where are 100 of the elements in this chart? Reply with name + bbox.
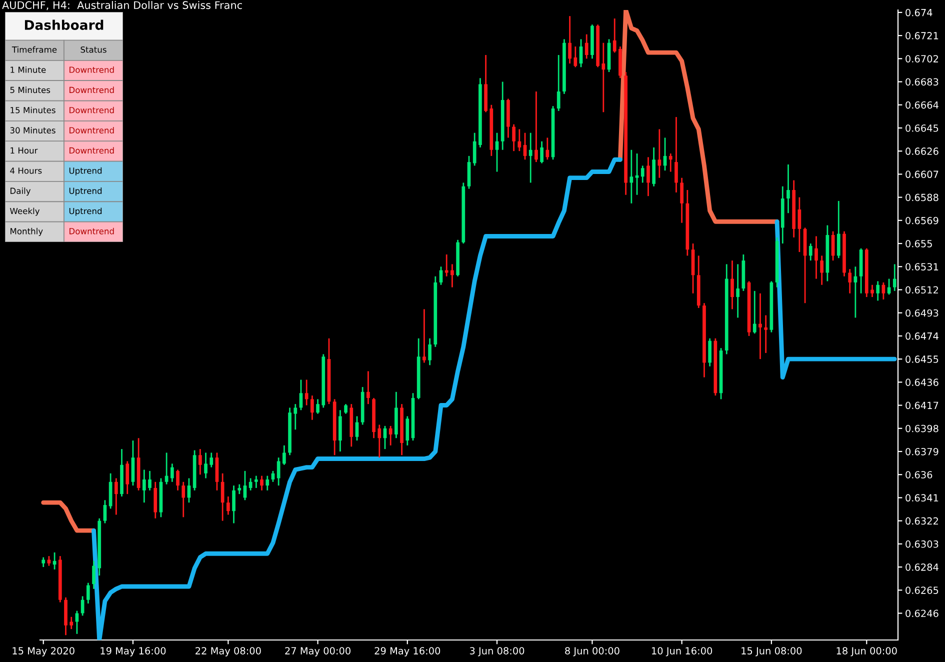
candlestick	[282, 444, 286, 466]
candlestick	[556, 54, 560, 112]
candlestick	[814, 236, 818, 280]
candlestick	[523, 132, 527, 160]
candlestick	[836, 200, 840, 259]
y-tick-label: 0.655	[906, 240, 932, 248]
candlestick	[764, 314, 768, 354]
candlestick	[204, 452, 208, 479]
y-tick-label: 0.6626	[906, 148, 938, 155]
candlestick	[70, 616, 74, 630]
candlestick	[640, 164, 644, 184]
x-tick-label: 27 May 00:00	[285, 647, 350, 656]
candlestick	[635, 152, 639, 196]
candlestick	[574, 46, 578, 68]
x-tick-label: 10 Jun 16:00	[652, 647, 712, 656]
annotation: Timeframe	[12, 46, 57, 53]
text: Weekly	[10, 208, 40, 216]
candlestick	[148, 470, 152, 492]
x-tick-label: 8 Jun 00:00	[565, 647, 620, 656]
candlestick	[472, 132, 476, 166]
y-tick-label: 0.6417	[906, 402, 938, 410]
annotation: Uptrend	[69, 167, 102, 176]
x-tick-label: 18 Jun 00:00	[836, 647, 897, 656]
y-tick-label: 0.6607	[906, 170, 938, 178]
annotation: 1 Minute	[10, 66, 46, 73]
chart-title: AUDCHF, H4: Australian Dollar vs Swiss Franc	[2, 1, 242, 10]
candlestick	[518, 128, 522, 152]
candlestick	[198, 448, 202, 476]
candlestick	[646, 156, 650, 197]
candlestick	[142, 469, 146, 504]
candlestick	[808, 242, 812, 262]
candlestick	[870, 284, 874, 298]
candlestick	[584, 34, 588, 60]
candlestick	[103, 499, 107, 524]
candlestick	[534, 90, 538, 163]
candlestick	[876, 280, 880, 302]
x-tick-label: 15 Jun 08:00	[742, 647, 802, 656]
annotation: Downtrend	[70, 106, 114, 114]
candlestick	[210, 452, 214, 468]
candlestick	[248, 478, 252, 492]
x-tick-label: 3 Jun 08:00	[470, 647, 524, 656]
annotation: Status	[80, 46, 106, 53]
candlestick	[294, 403, 298, 430]
x-tick-label: 29 May 16:00	[374, 647, 440, 656]
text: Dashboard	[24, 20, 104, 30]
candlestick	[304, 379, 308, 406]
y-tick-label: 0.6246	[906, 610, 938, 618]
candlestick	[892, 263, 896, 292]
candlestick	[266, 475, 270, 492]
text: 1 Hour	[10, 147, 38, 154]
y-tick-label: 0.6664	[906, 101, 938, 109]
annotation: 15 Minutes	[10, 106, 56, 114]
y-tick-label: 0.6303	[906, 540, 938, 548]
candlestick	[422, 308, 426, 364]
candlestick	[344, 403, 348, 414]
y-tick-label: 0.6398	[906, 424, 938, 432]
candlestick	[42, 556, 46, 568]
candlestick	[164, 452, 168, 486]
y-tick-label: 0.6265	[906, 586, 938, 594]
candlestick	[86, 582, 90, 604]
candlestick	[602, 42, 606, 113]
x-tick-label: 22 May 08:00	[196, 647, 261, 656]
y-tick-label: 0.6379	[906, 448, 938, 456]
y-tick-label: 0.6493	[906, 309, 938, 317]
annotation: Downtrend	[70, 127, 114, 134]
candlestick	[546, 137, 550, 160]
y-tick-label: 0.674	[906, 8, 932, 16]
y-tick-label: 0.6341	[906, 494, 938, 502]
candlestick	[232, 484, 236, 524]
y-tick-label: 0.6645	[906, 124, 938, 132]
candlestick	[170, 462, 174, 483]
candlestick	[406, 416, 410, 446]
y-tick-label: 0.6512	[906, 286, 938, 294]
y-tick-label: 0.6284	[906, 564, 938, 571]
annotation: Monthly	[10, 228, 43, 236]
candlestick	[730, 260, 734, 310]
candlestick	[752, 290, 756, 334]
y-tick-label: 0.6531	[906, 263, 938, 270]
candlestick	[92, 560, 96, 590]
annotation: Downtrend	[70, 228, 114, 234]
x-tick-label: 15 May 2020	[12, 647, 74, 656]
y-tick-label: 0.6455	[906, 356, 938, 363]
candlestick	[708, 338, 712, 368]
candlestick	[848, 268, 852, 294]
candlestick	[316, 398, 320, 414]
y-tick-label: 0.6683	[906, 78, 938, 86]
y-tick-label: 0.6474	[906, 332, 938, 340]
candlestick	[512, 124, 516, 152]
y-tick-label: 0.6588	[906, 194, 938, 202]
y-tick-label: 0.6721	[906, 32, 938, 40]
annotation: 4 Hours	[10, 168, 42, 174]
text: Daily	[10, 188, 31, 196]
candlestick	[310, 394, 314, 421]
candlestick	[786, 164, 790, 214]
annotation: Uptrend	[69, 208, 102, 216]
annotation: Downtrend	[70, 147, 114, 154]
candlestick	[254, 475, 258, 489]
candlestick	[114, 478, 118, 516]
candlestick	[238, 484, 242, 495]
candlestick	[450, 263, 454, 288]
